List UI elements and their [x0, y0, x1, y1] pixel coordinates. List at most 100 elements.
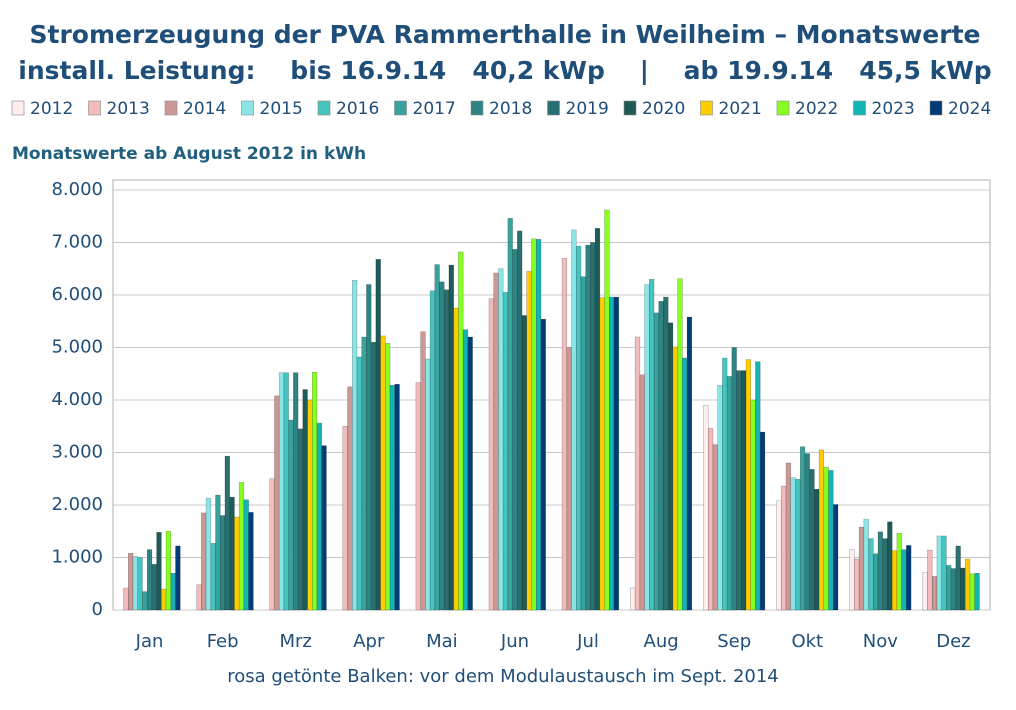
bar: [316, 422, 322, 611]
bar: [229, 496, 235, 611]
legend-label: 2016: [336, 99, 379, 119]
legend-label: 2022: [795, 99, 838, 119]
bar: [375, 259, 381, 611]
bar: [667, 322, 674, 611]
bar: [722, 357, 728, 611]
bar: [833, 504, 839, 611]
bar: [726, 376, 733, 611]
bar: [849, 549, 855, 611]
bar: [877, 531, 883, 611]
bar: [356, 356, 362, 611]
bar: [243, 499, 249, 611]
bar: [307, 399, 313, 611]
bar: [352, 280, 358, 611]
bar: [736, 370, 742, 611]
x-tick-label: Jul: [576, 631, 599, 652]
bar: [370, 342, 377, 611]
bar: [278, 372, 285, 611]
bar: [531, 238, 537, 611]
bar: [712, 444, 718, 611]
bar: [175, 545, 181, 611]
bar: [342, 426, 348, 611]
y-tick-label: 1.000: [51, 547, 103, 568]
bar: [420, 331, 426, 611]
bar: [960, 567, 966, 611]
bar: [873, 553, 879, 611]
bar: [493, 272, 499, 611]
chart-title: Stromerzeugung der PVA Rammerthalle in W…: [30, 20, 981, 49]
bar: [814, 489, 820, 611]
legend-swatch: [547, 100, 560, 116]
bar: [604, 209, 610, 611]
y-tick-label: 7.000: [51, 232, 103, 253]
y-tick-label: 4.000: [51, 389, 103, 410]
bar: [906, 545, 912, 611]
bar: [458, 251, 464, 611]
bar: [123, 587, 129, 611]
bar: [868, 538, 874, 611]
bar: [776, 500, 782, 611]
bar: [146, 549, 153, 611]
bar: [366, 284, 372, 611]
bar: [663, 296, 669, 611]
bar: [448, 264, 454, 611]
bar: [809, 469, 815, 611]
bar: [507, 218, 513, 611]
bar: [429, 290, 436, 611]
bar: [498, 268, 504, 611]
legend-label: 2024: [948, 99, 991, 119]
bar: [302, 389, 308, 611]
x-tick-label: Feb: [207, 631, 239, 652]
bar: [955, 545, 961, 611]
bar: [634, 336, 641, 611]
bar: [502, 292, 509, 611]
bar: [137, 557, 143, 611]
x-tick-label: Okt: [791, 631, 823, 652]
bar: [566, 347, 572, 611]
bar: [389, 385, 396, 611]
bar: [639, 374, 645, 611]
bar: [425, 358, 431, 611]
bar: [196, 584, 202, 611]
bar: [745, 359, 751, 611]
bar: [151, 564, 157, 611]
bar: [974, 573, 980, 611]
legend-swatch: [11, 100, 25, 116]
bar: [321, 445, 327, 611]
bar: [434, 264, 440, 611]
bar: [540, 318, 546, 611]
bar: [210, 543, 216, 611]
bar: [686, 316, 693, 611]
bar: [790, 477, 796, 611]
y-tick-label: 0: [92, 599, 103, 620]
legend-label: 2021: [719, 99, 762, 119]
bar: [361, 336, 367, 611]
legend-swatch: [317, 100, 331, 116]
y-tick-label: 8.000: [51, 179, 103, 200]
bar: [488, 298, 494, 611]
bar: [561, 258, 568, 611]
bar: [609, 296, 615, 611]
bar: [896, 533, 902, 611]
bar: [170, 573, 176, 611]
bar: [238, 482, 245, 611]
bar: [142, 591, 148, 611]
legend-swatch: [853, 100, 866, 116]
bar: [828, 470, 834, 611]
bar: [297, 428, 304, 611]
bar: [613, 296, 619, 611]
y-tick-label: 3.000: [51, 442, 103, 463]
bar: [682, 357, 688, 611]
bar: [517, 230, 523, 611]
bar: [415, 382, 421, 611]
bar: [575, 245, 582, 611]
bar: [677, 278, 683, 611]
bar: [931, 576, 938, 611]
bar: [731, 347, 737, 611]
bar: [941, 535, 947, 611]
bar: [927, 549, 933, 611]
bar: [658, 301, 664, 611]
legend-label: 2015: [260, 99, 303, 119]
x-tick-label: Jun: [500, 631, 529, 652]
bar: [128, 553, 134, 611]
